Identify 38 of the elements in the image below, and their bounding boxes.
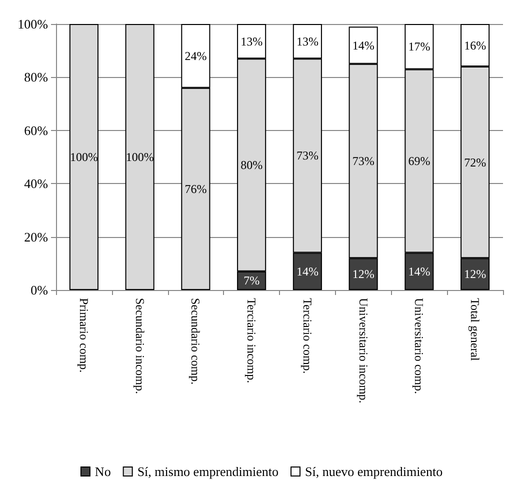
y-tick-label: 100% <box>18 16 48 32</box>
data-label: 16% <box>464 38 486 52</box>
data-label: 12% <box>464 267 486 282</box>
bar <box>125 24 154 290</box>
data-label: 13% <box>240 34 263 48</box>
data-label: 76% <box>184 182 207 196</box>
data-label: 14% <box>352 38 374 52</box>
x-tick-label: Terciario incomp. <box>244 298 259 384</box>
x-tick-label: Secundario comp. <box>188 298 203 385</box>
data-label: 17% <box>408 40 430 54</box>
legend-label: Sí, nuevo emprendimiento <box>305 464 443 479</box>
legend-label: Sí, mismo emprendimiento <box>137 464 279 479</box>
y-tick-label: 40% <box>24 176 48 192</box>
data-label: 69% <box>408 154 430 168</box>
x-tick-label: Total general <box>468 298 482 362</box>
x-tick-label: Universitario comp. <box>412 298 426 394</box>
data-label: 14% <box>296 264 318 278</box>
data-label: 100% <box>126 150 154 164</box>
x-tick-label: Secundario incomp. <box>132 298 147 394</box>
data-label: 7% <box>244 274 260 288</box>
data-label: 14% <box>408 264 430 278</box>
data-label: 12% <box>352 267 374 282</box>
data-label: 73% <box>296 148 318 163</box>
data-label: 72% <box>464 155 486 170</box>
data-label: 73% <box>352 154 374 168</box>
x-tick-label: Primario comp. <box>76 298 91 373</box>
x-tick-label: Universitario incomp. <box>356 298 370 404</box>
data-label: 13% <box>296 34 318 48</box>
y-tick-label: 20% <box>24 229 48 244</box>
y-tick-label: 0% <box>30 282 48 298</box>
data-label: 24% <box>184 48 207 63</box>
data-label: 100% <box>70 150 98 164</box>
legend-label: No <box>94 464 111 479</box>
y-tick-label: 80% <box>24 70 48 85</box>
x-tick-label: Terciario comp. <box>300 298 314 374</box>
data-label: 80% <box>240 158 263 172</box>
bar <box>69 24 98 290</box>
y-tick-label: 60% <box>24 122 48 138</box>
